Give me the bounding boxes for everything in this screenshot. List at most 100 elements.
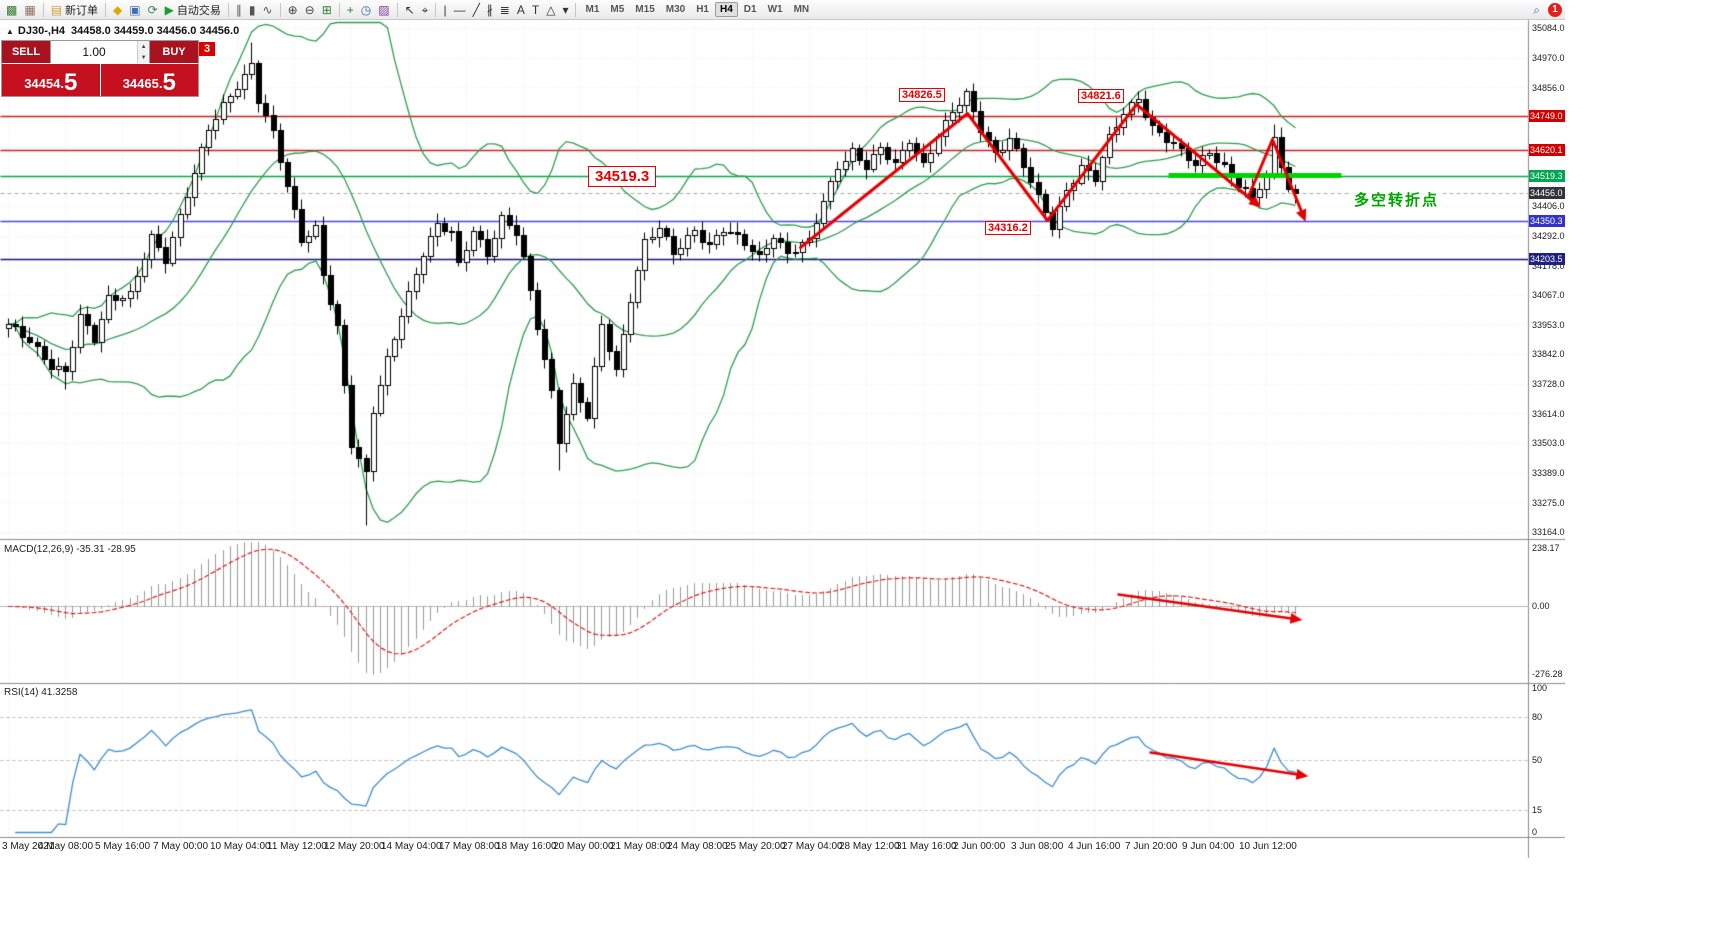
zoom-in-button[interactable]: ⊕ — [285, 1, 301, 19]
timeframe-m15-button[interactable]: M15 — [635, 4, 655, 15]
candlestick-type-button[interactable]: ▮ — [246, 1, 259, 19]
price-badge: 34456.0 — [1529, 186, 1565, 199]
zoom-out-icon: ⊖ — [304, 2, 315, 17]
history-center-button[interactable]: ⟳ — [145, 1, 161, 19]
candlestick-type-icon: ▮ — [248, 2, 256, 17]
terminal-button[interactable]: ▣ — [126, 1, 143, 19]
horizontal-line-tool-button[interactable]: — — [451, 1, 469, 19]
price-tick-label: 33953.0 — [1532, 319, 1565, 330]
buy-button[interactable]: BUY — [150, 41, 198, 63]
sell-price-button[interactable]: 34454. 5 — [2, 64, 100, 96]
timeframe-h1-button[interactable]: H1 — [696, 4, 709, 15]
profiles-button[interactable]: ▦ — [21, 1, 38, 19]
price-tick-label: 34067.0 — [1532, 289, 1565, 300]
symbol-info: ▲ DJ30-,H4 34458.0 34459.0 34456.0 34456.0 — [6, 25, 239, 37]
toolbar-separator — [435, 2, 437, 17]
channel-tool-button[interactable]: ∦ — [484, 1, 496, 19]
crosshair-button[interactable]: ⌖ — [419, 1, 432, 19]
symbol-name: DJ30-,H4 — [17, 25, 65, 37]
rsi-indicator-label: RSI(14) 41.3258 — [4, 687, 78, 698]
tile-windows-button[interactable]: ⊞ — [319, 1, 335, 19]
timeframe-mn-button[interactable]: MN — [793, 4, 810, 15]
price-tick-label: 0 — [1532, 827, 1538, 837]
price-tick-label: 33614.0 — [1532, 408, 1565, 419]
price-tick-label: 34178.0 — [1532, 260, 1565, 271]
search-icon: ⌕ — [1533, 2, 1540, 17]
new-order-button[interactable]: ▤ 新订单 — [48, 1, 101, 19]
chart-expand-icon[interactable]: ▲ — [6, 27, 14, 36]
crosshair-icon: ⌖ — [421, 2, 429, 17]
cursor-button[interactable]: ↖ — [402, 1, 418, 19]
price-tick-label: 15 — [1532, 805, 1543, 816]
label-tool-button[interactable]: T — [529, 1, 542, 19]
shapes-tool-button[interactable]: △ — [543, 1, 558, 19]
new-order-label: 新订单 — [65, 4, 99, 17]
volume-spinner: ▲ ▼ — [137, 41, 149, 63]
notifications-badge[interactable]: 1 — [1548, 2, 1562, 17]
spread-tag: 3 — [199, 42, 216, 56]
price-badge: 34519.3 — [1529, 170, 1565, 183]
volume-increase-button[interactable]: ▲ — [138, 41, 149, 52]
fibonacci-tool-button[interactable]: ≣ — [497, 1, 513, 19]
autotrading-button[interactable]: ▶ 自动交易 — [162, 1, 224, 19]
price-tick-label: 33842.0 — [1532, 349, 1565, 360]
bar-chart-type-button[interactable]: ∥ — [233, 1, 245, 19]
toolbar-separator — [338, 2, 340, 17]
toolbar-separator — [227, 2, 229, 17]
toolbar-separator — [396, 2, 398, 17]
price-tick-label: 0.00 — [1532, 601, 1550, 611]
mt4-window: ▩ ▦ ▤ 新订单 ◆ ▣ ⟳ ▶ 自动交易 ∥ ▮ ∿ ⊕ ⊖ ⊞ + ◷ ▨ ↖ ⌖ | — ╱ ∦ ≣ A T △ ▾ M1 M5 M1… — [0, 0, 1565, 858]
sell-button[interactable]: SELL — [2, 41, 50, 63]
search-button[interactable]: ⌕ — [1530, 1, 1543, 19]
trendline-tool-button[interactable]: ╱ — [470, 1, 483, 19]
price-tick-label: 34970.0 — [1532, 52, 1565, 63]
vertical-line-tool-button[interactable]: | — [440, 1, 449, 19]
fibonacci-tool-icon: ≣ — [499, 2, 510, 17]
price-tick-label: 33728.0 — [1532, 378, 1565, 389]
price-tick-label: 34406.0 — [1532, 200, 1565, 211]
new-chart-button[interactable]: ▩ — [3, 1, 20, 19]
volume-decrease-button[interactable]: ▼ — [138, 52, 149, 63]
timeframe-m1-button[interactable]: M1 — [585, 4, 600, 15]
volume-input[interactable] — [51, 41, 138, 63]
price-tick-label: 50 — [1532, 755, 1543, 765]
line-chart-type-button[interactable]: ∿ — [260, 1, 276, 19]
toolbar-separator — [105, 2, 107, 17]
shapes-dropdown-icon: ▾ — [562, 2, 569, 17]
price-axis[interactable]: 35084.0 34970.0 34856.0 34406.0 34292.0 34178… — [1529, 0, 1565, 858]
profiles-icon: ▦ — [24, 2, 36, 17]
timeframe-m30-button[interactable]: M30 — [665, 4, 686, 15]
timeframe-m5-button[interactable]: M5 — [610, 4, 625, 15]
chart-canvas[interactable] — [0, 0, 1565, 858]
sell-price-main: 34454. — [24, 76, 64, 91]
timeframe-d1-button[interactable]: D1 — [743, 4, 757, 15]
price-tick-label: 80 — [1532, 711, 1543, 722]
sell-price-big: 5 — [63, 69, 78, 96]
periods-icon: ◷ — [360, 2, 372, 17]
indicators-icon: + — [346, 2, 354, 17]
toolbar-separator — [42, 2, 44, 17]
cursor-icon: ↖ — [404, 2, 415, 17]
timeframe-w1-button[interactable]: W1 — [767, 4, 783, 15]
timeframe-h4-button[interactable]: H4 — [715, 2, 738, 17]
symbol-ohlc: 34458.0 34459.0 34456.0 34456.0 — [71, 25, 240, 37]
price-badge: 34350.3 — [1529, 214, 1565, 227]
bar-chart-type-icon: ∥ — [235, 2, 242, 17]
indicators-button[interactable]: + — [344, 1, 357, 19]
price-tick-label: 33275.0 — [1532, 497, 1565, 508]
trendline-tool-icon: ╱ — [472, 2, 480, 17]
price-tick-label: 33389.0 — [1532, 467, 1565, 478]
templates-button[interactable]: ▨ — [375, 1, 392, 19]
history-center-icon: ⟳ — [147, 2, 158, 17]
price-tick-label: 33164.0 — [1532, 527, 1565, 537]
price-tick-label: -276.28 — [1532, 668, 1563, 679]
line-chart-type-icon: ∿ — [262, 2, 273, 17]
periods-button[interactable]: ◷ — [358, 1, 374, 19]
buy-price-button[interactable]: 34465. 5 — [100, 64, 198, 96]
text-tool-button[interactable]: A — [514, 1, 528, 19]
strategy-tester-button[interactable]: ◆ — [110, 1, 125, 19]
zoom-out-button[interactable]: ⊖ — [302, 1, 318, 19]
one-click-trading-widget: SELL ▲ ▼ BUY 34454.5 34465.5 — [1, 40, 199, 97]
shapes-dropdown-button[interactable]: ▾ — [559, 1, 571, 19]
